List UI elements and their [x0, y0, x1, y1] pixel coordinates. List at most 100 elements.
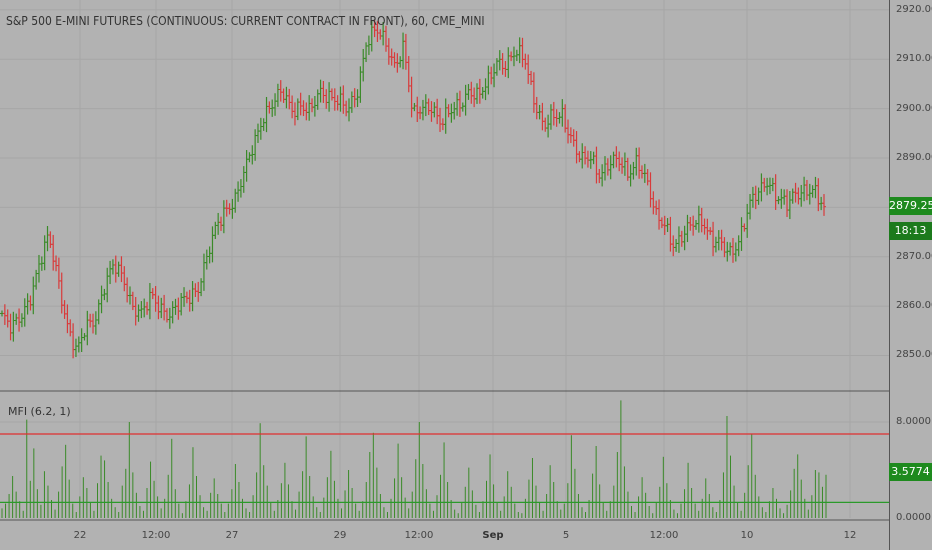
price-bar: [167, 307, 172, 329]
price-bar: [622, 152, 627, 176]
price-bar: [748, 193, 753, 220]
price-bar: [694, 219, 699, 230]
price-bar: [503, 60, 508, 77]
price-bar: [620, 157, 625, 174]
price-bar: [312, 96, 317, 117]
price-bar: [267, 101, 272, 114]
price-bar: [318, 79, 323, 103]
price-bar: [321, 80, 326, 103]
price-bar: [11, 311, 16, 342]
price-bar: [304, 102, 309, 121]
price-bar: [275, 83, 280, 107]
price-tick-label: 2900.00: [896, 102, 932, 114]
price-bar: [233, 188, 238, 213]
price-bar: [455, 92, 460, 116]
price-bar: [756, 187, 761, 205]
price-bar: [523, 53, 528, 70]
price-bar: [790, 188, 795, 204]
price-bar: [506, 47, 511, 79]
price-bar: [477, 78, 482, 104]
price-bar: [671, 235, 676, 257]
price-bar: [483, 78, 488, 101]
price-bar: [770, 177, 775, 192]
price-bar: [110, 259, 115, 275]
price-bar: [585, 150, 590, 168]
price-bar: [19, 313, 24, 328]
price-bar: [361, 49, 366, 82]
price-bar: [571, 129, 576, 147]
price-bar: [736, 235, 741, 257]
price-bar: [750, 186, 755, 208]
time-tick-label: 10: [740, 530, 754, 541]
price-bar: [574, 131, 579, 164]
price-bar: [153, 286, 158, 312]
price-bar: [91, 313, 96, 334]
price-bar: [284, 86, 289, 109]
price-bar: [278, 80, 283, 102]
price-bar: [500, 53, 505, 75]
price-bar: [145, 301, 150, 315]
price-bar: [68, 319, 73, 337]
price-bar: [17, 308, 22, 332]
time-tick-label: 12: [843, 530, 857, 541]
price-bar: [338, 86, 343, 112]
price-bar: [816, 178, 821, 212]
price-bar: [213, 221, 218, 240]
price-bar: [199, 278, 204, 297]
price-bar: [432, 102, 437, 118]
price-bar: [122, 266, 127, 292]
price-bar: [716, 230, 721, 251]
price-bar: [452, 101, 457, 120]
price-bar: [580, 143, 585, 169]
price-bar: [773, 174, 778, 210]
price-bar: [733, 242, 738, 262]
price-bar: [457, 90, 462, 117]
price-bar: [466, 84, 471, 100]
price-bar: [22, 298, 27, 327]
price-bar: [5, 309, 10, 328]
price-bar: [287, 88, 292, 110]
price-bar: [403, 33, 408, 70]
price-bar: [605, 158, 610, 176]
price-bar: [193, 283, 198, 298]
price-bar: [173, 298, 178, 315]
price-bar: [142, 298, 147, 318]
price-bar: [728, 242, 733, 256]
price-bar: [423, 94, 428, 117]
price-bar: [472, 87, 477, 108]
price-bar: [329, 88, 334, 101]
price-bar: [73, 338, 78, 358]
price-bar: [474, 83, 479, 104]
mfi-histogram: [1, 400, 827, 518]
price-bar: [785, 189, 790, 218]
price-bar: [261, 118, 266, 131]
price-bar: [560, 99, 565, 127]
price-bar: [102, 288, 107, 301]
price-bar: [446, 104, 451, 118]
price-bar: [236, 181, 241, 202]
price-bar: [238, 179, 243, 198]
price-bar: [108, 260, 113, 285]
price-tick-label: 2920.00: [896, 3, 932, 15]
price-bar: [804, 179, 809, 201]
price-bar: [170, 301, 175, 324]
price-bar: [54, 255, 59, 272]
time-tick-label: 27: [225, 530, 239, 541]
price-bar: [412, 102, 417, 112]
price-bar: [383, 25, 388, 52]
indicator-label[interactable]: MFI (6.2, 1): [8, 405, 71, 418]
price-bar: [273, 93, 278, 116]
price-bar: [682, 225, 687, 251]
price-bar: [187, 289, 192, 312]
price-bar: [99, 285, 104, 314]
mfi-tick-label: 0.0000: [896, 512, 931, 523]
price-bar: [420, 99, 425, 121]
price-bar: [742, 223, 747, 232]
price-bar: [59, 272, 64, 314]
price-bar: [113, 255, 118, 283]
price-bars: [0, 20, 826, 359]
price-bar: [8, 313, 13, 341]
price-bar: [196, 281, 201, 302]
price-bar: [292, 102, 297, 126]
price-bar: [290, 95, 295, 119]
